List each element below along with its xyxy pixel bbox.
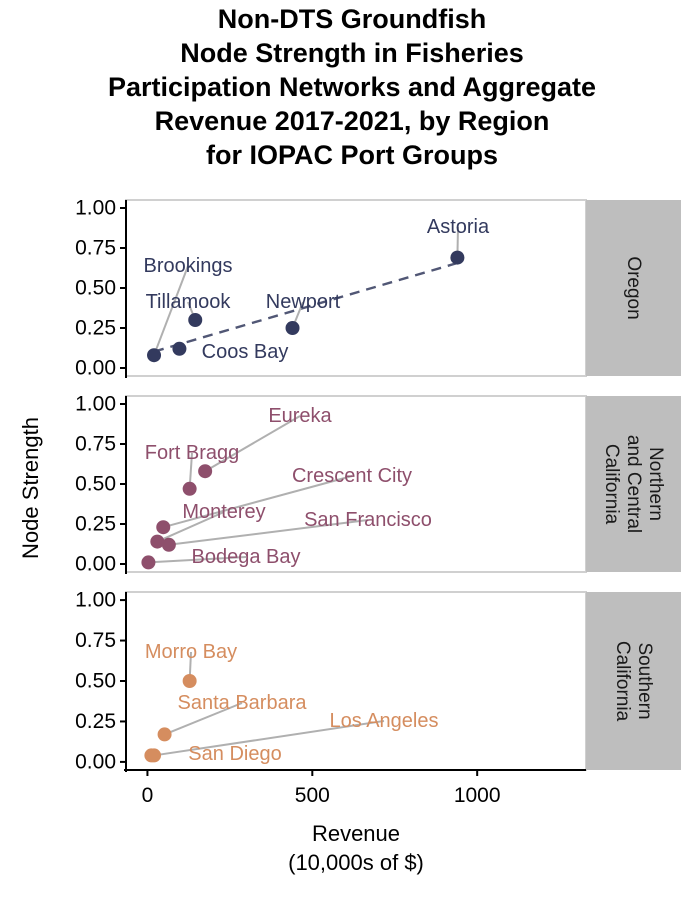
y-tick-label: 0.25 bbox=[75, 317, 116, 340]
y-tick-label: 0.50 bbox=[75, 473, 116, 496]
point-label: Astoria bbox=[427, 216, 490, 238]
point-label: Eureka bbox=[268, 405, 332, 427]
label-connector bbox=[162, 475, 353, 529]
point-label: Tillamook bbox=[146, 291, 232, 313]
y-tick-label: 1.00 bbox=[75, 589, 116, 612]
data-point bbox=[161, 537, 176, 552]
y-tick-label: 0.25 bbox=[75, 710, 116, 733]
facet-strip bbox=[586, 200, 681, 376]
label-connector bbox=[148, 556, 247, 564]
label-connector bbox=[156, 511, 225, 543]
title-line: Node Strength in Fisheries bbox=[180, 38, 524, 68]
x-axis-title: Revenue (10,000s of $) bbox=[288, 821, 424, 875]
y-tick-label: 0.00 bbox=[75, 553, 116, 576]
title-line: Participation Networks and Aggregate bbox=[108, 72, 596, 102]
y-tick-label: 0.50 bbox=[75, 277, 116, 300]
data-point bbox=[144, 748, 159, 763]
facet-strip-label: California bbox=[612, 641, 633, 722]
point-label: Morro Bay bbox=[145, 641, 237, 663]
x-tick-label: 500 bbox=[295, 784, 330, 807]
data-point bbox=[182, 481, 197, 496]
x-axis-title-line: Revenue bbox=[312, 821, 400, 846]
title-line: Revenue 2017-2021, by Region bbox=[155, 106, 550, 136]
point-label: Monterey bbox=[182, 501, 265, 523]
data-point bbox=[157, 727, 172, 742]
data-point bbox=[156, 520, 171, 535]
y-tick-label: 0.25 bbox=[75, 513, 116, 536]
title-line: Non-DTS Groundfish bbox=[218, 4, 486, 34]
data-point bbox=[285, 321, 300, 335]
data-point bbox=[147, 348, 162, 363]
label-connector bbox=[164, 702, 243, 736]
y-tick-label: 1.00 bbox=[75, 197, 116, 220]
y-tick-label: 0.75 bbox=[75, 433, 116, 456]
facet-strip-label: Northern bbox=[645, 447, 666, 521]
panel-border bbox=[125, 591, 587, 771]
facet-panels: Oregon 0.00 0.25 0.50 0.75 1.00 Astoria Brookin… bbox=[75, 197, 681, 807]
data-point bbox=[450, 250, 465, 265]
title-line: for IOPAC Port Groups bbox=[206, 140, 498, 170]
data-point bbox=[150, 534, 165, 549]
data-point bbox=[198, 464, 213, 479]
facet-panel: Oregon 0.00 0.25 0.50 0.75 1.00 Astoria Brookin… bbox=[75, 197, 681, 380]
point-label: San Francisco bbox=[304, 509, 432, 531]
y-tick-label: 0.00 bbox=[75, 357, 116, 380]
facet-strip bbox=[586, 396, 681, 572]
point-label: Brookings bbox=[144, 255, 233, 277]
point-label: San Diego bbox=[188, 743, 281, 765]
facet-strip-label: and Central bbox=[623, 435, 644, 533]
point-label: Fort Bragg bbox=[145, 442, 239, 464]
label-connector bbox=[153, 265, 189, 356]
trend-line bbox=[153, 261, 458, 353]
x-axis-title-line: (10,000s of $) bbox=[288, 850, 424, 875]
y-tick-label: 0.00 bbox=[75, 750, 116, 773]
point-label: Los Angeles bbox=[330, 710, 439, 732]
data-point bbox=[172, 341, 187, 356]
point-label: Newport bbox=[266, 291, 341, 313]
y-tick-label: 0.75 bbox=[75, 629, 116, 652]
facet-strip-label: Southern bbox=[634, 642, 655, 719]
facet-strip bbox=[586, 592, 681, 770]
label-connector bbox=[153, 720, 385, 757]
data-point bbox=[182, 674, 197, 688]
point-label: Coos Bay bbox=[202, 341, 289, 363]
label-connector bbox=[204, 415, 301, 473]
point-label: Bodega Bay bbox=[192, 546, 301, 568]
facet-strip-label: Oregon bbox=[623, 256, 644, 319]
point-label: Santa Barbara bbox=[178, 692, 308, 714]
y-tick-label: 0.50 bbox=[75, 670, 116, 693]
chart-title: Non-DTS Groundfish Node Strength in Fish… bbox=[108, 4, 596, 170]
panel-border bbox=[125, 199, 587, 377]
y-tick-label: 0.75 bbox=[75, 237, 116, 260]
data-point bbox=[188, 313, 203, 327]
x-tick-label: 1000 bbox=[454, 784, 501, 807]
data-point bbox=[141, 555, 156, 570]
y-axis-title: Node Strength bbox=[18, 417, 43, 559]
point-label: Crescent City bbox=[292, 465, 412, 487]
label-connector bbox=[168, 519, 369, 546]
y-tick-label: 1.00 bbox=[75, 393, 116, 416]
facet-strip-label: California bbox=[601, 444, 622, 525]
x-tick-label: 0 bbox=[142, 784, 154, 807]
